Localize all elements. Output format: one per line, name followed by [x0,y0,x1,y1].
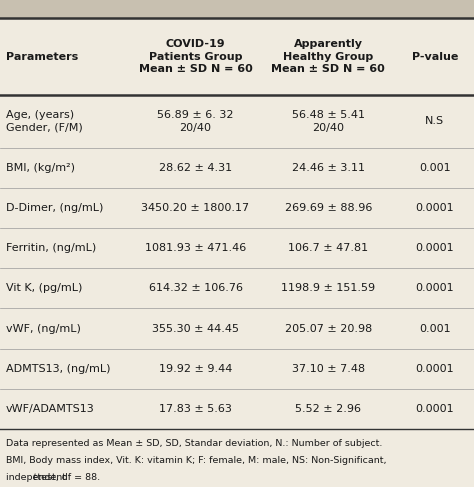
Text: Ferritin, (ng/mL): Ferritin, (ng/mL) [6,243,96,253]
Text: N.S: N.S [425,116,445,126]
Text: 1198.9 ± 151.59: 1198.9 ± 151.59 [281,283,375,293]
Text: 0.0001: 0.0001 [416,203,454,213]
Text: 0.001: 0.001 [419,163,451,173]
Text: 0.0001: 0.0001 [416,364,454,374]
Text: t: t [32,473,36,482]
Text: BMI, (kg/m²): BMI, (kg/m²) [6,163,75,173]
Text: 355.30 ± 44.45: 355.30 ± 44.45 [152,323,239,334]
Text: 106.7 ± 47.81: 106.7 ± 47.81 [288,243,368,253]
Text: 19.92 ± 9.44: 19.92 ± 9.44 [159,364,232,374]
Text: vWF, (ng/mL): vWF, (ng/mL) [6,323,81,334]
Text: 28.62 ± 4.31: 28.62 ± 4.31 [159,163,232,173]
Text: 0.001: 0.001 [419,323,451,334]
Text: Parameters: Parameters [6,52,78,61]
Text: 614.32 ± 106.76: 614.32 ± 106.76 [148,283,243,293]
Text: D-Dimer, (ng/mL): D-Dimer, (ng/mL) [6,203,103,213]
Text: P-value: P-value [412,52,458,61]
Text: 56.89 ± 6. 32
20/40: 56.89 ± 6. 32 20/40 [157,110,234,132]
Text: -test, df = 88.: -test, df = 88. [34,473,100,482]
Text: independent: independent [6,473,69,482]
Text: 37.10 ± 7.48: 37.10 ± 7.48 [292,364,365,374]
Text: COVID-19
Patients Group
Mean ± SD N = 60: COVID-19 Patients Group Mean ± SD N = 60 [139,38,252,75]
Text: 0.0001: 0.0001 [416,243,454,253]
Text: Age, (years)
Gender, (F/M): Age, (years) Gender, (F/M) [6,110,83,132]
Text: Data represented as Mean ± SD, SD, Standar deviation, N.: Number of subject.: Data represented as Mean ± SD, SD, Stand… [6,439,383,448]
Text: 24.46 ± 3.11: 24.46 ± 3.11 [292,163,365,173]
Text: 269.69 ± 88.96: 269.69 ± 88.96 [284,203,372,213]
Text: 3450.20 ± 1800.17: 3450.20 ± 1800.17 [141,203,250,213]
Text: 0.0001: 0.0001 [416,404,454,414]
Text: 1081.93 ± 471.46: 1081.93 ± 471.46 [145,243,246,253]
Text: 5.52 ± 2.96: 5.52 ± 2.96 [295,404,361,414]
Text: 205.07 ± 20.98: 205.07 ± 20.98 [284,323,372,334]
Text: 0.0001: 0.0001 [416,283,454,293]
Text: ADMTS13, (ng/mL): ADMTS13, (ng/mL) [6,364,110,374]
Text: Apparently
Healthy Group
Mean ± SD N = 60: Apparently Healthy Group Mean ± SD N = 6… [272,38,385,75]
Text: vWF/ADAMTS13: vWF/ADAMTS13 [6,404,95,414]
Text: Vit K, (pg/mL): Vit K, (pg/mL) [6,283,82,293]
Text: 17.83 ± 5.63: 17.83 ± 5.63 [159,404,232,414]
Bar [0,0,474,18]
Text: 56.48 ± 5.41
20/40: 56.48 ± 5.41 20/40 [292,110,365,132]
Text: BMI, Body mass index, Vit. K: vitamin K; F: female, M: male, NS: Non-Significant: BMI, Body mass index, Vit. K: vitamin K;… [6,456,387,465]
